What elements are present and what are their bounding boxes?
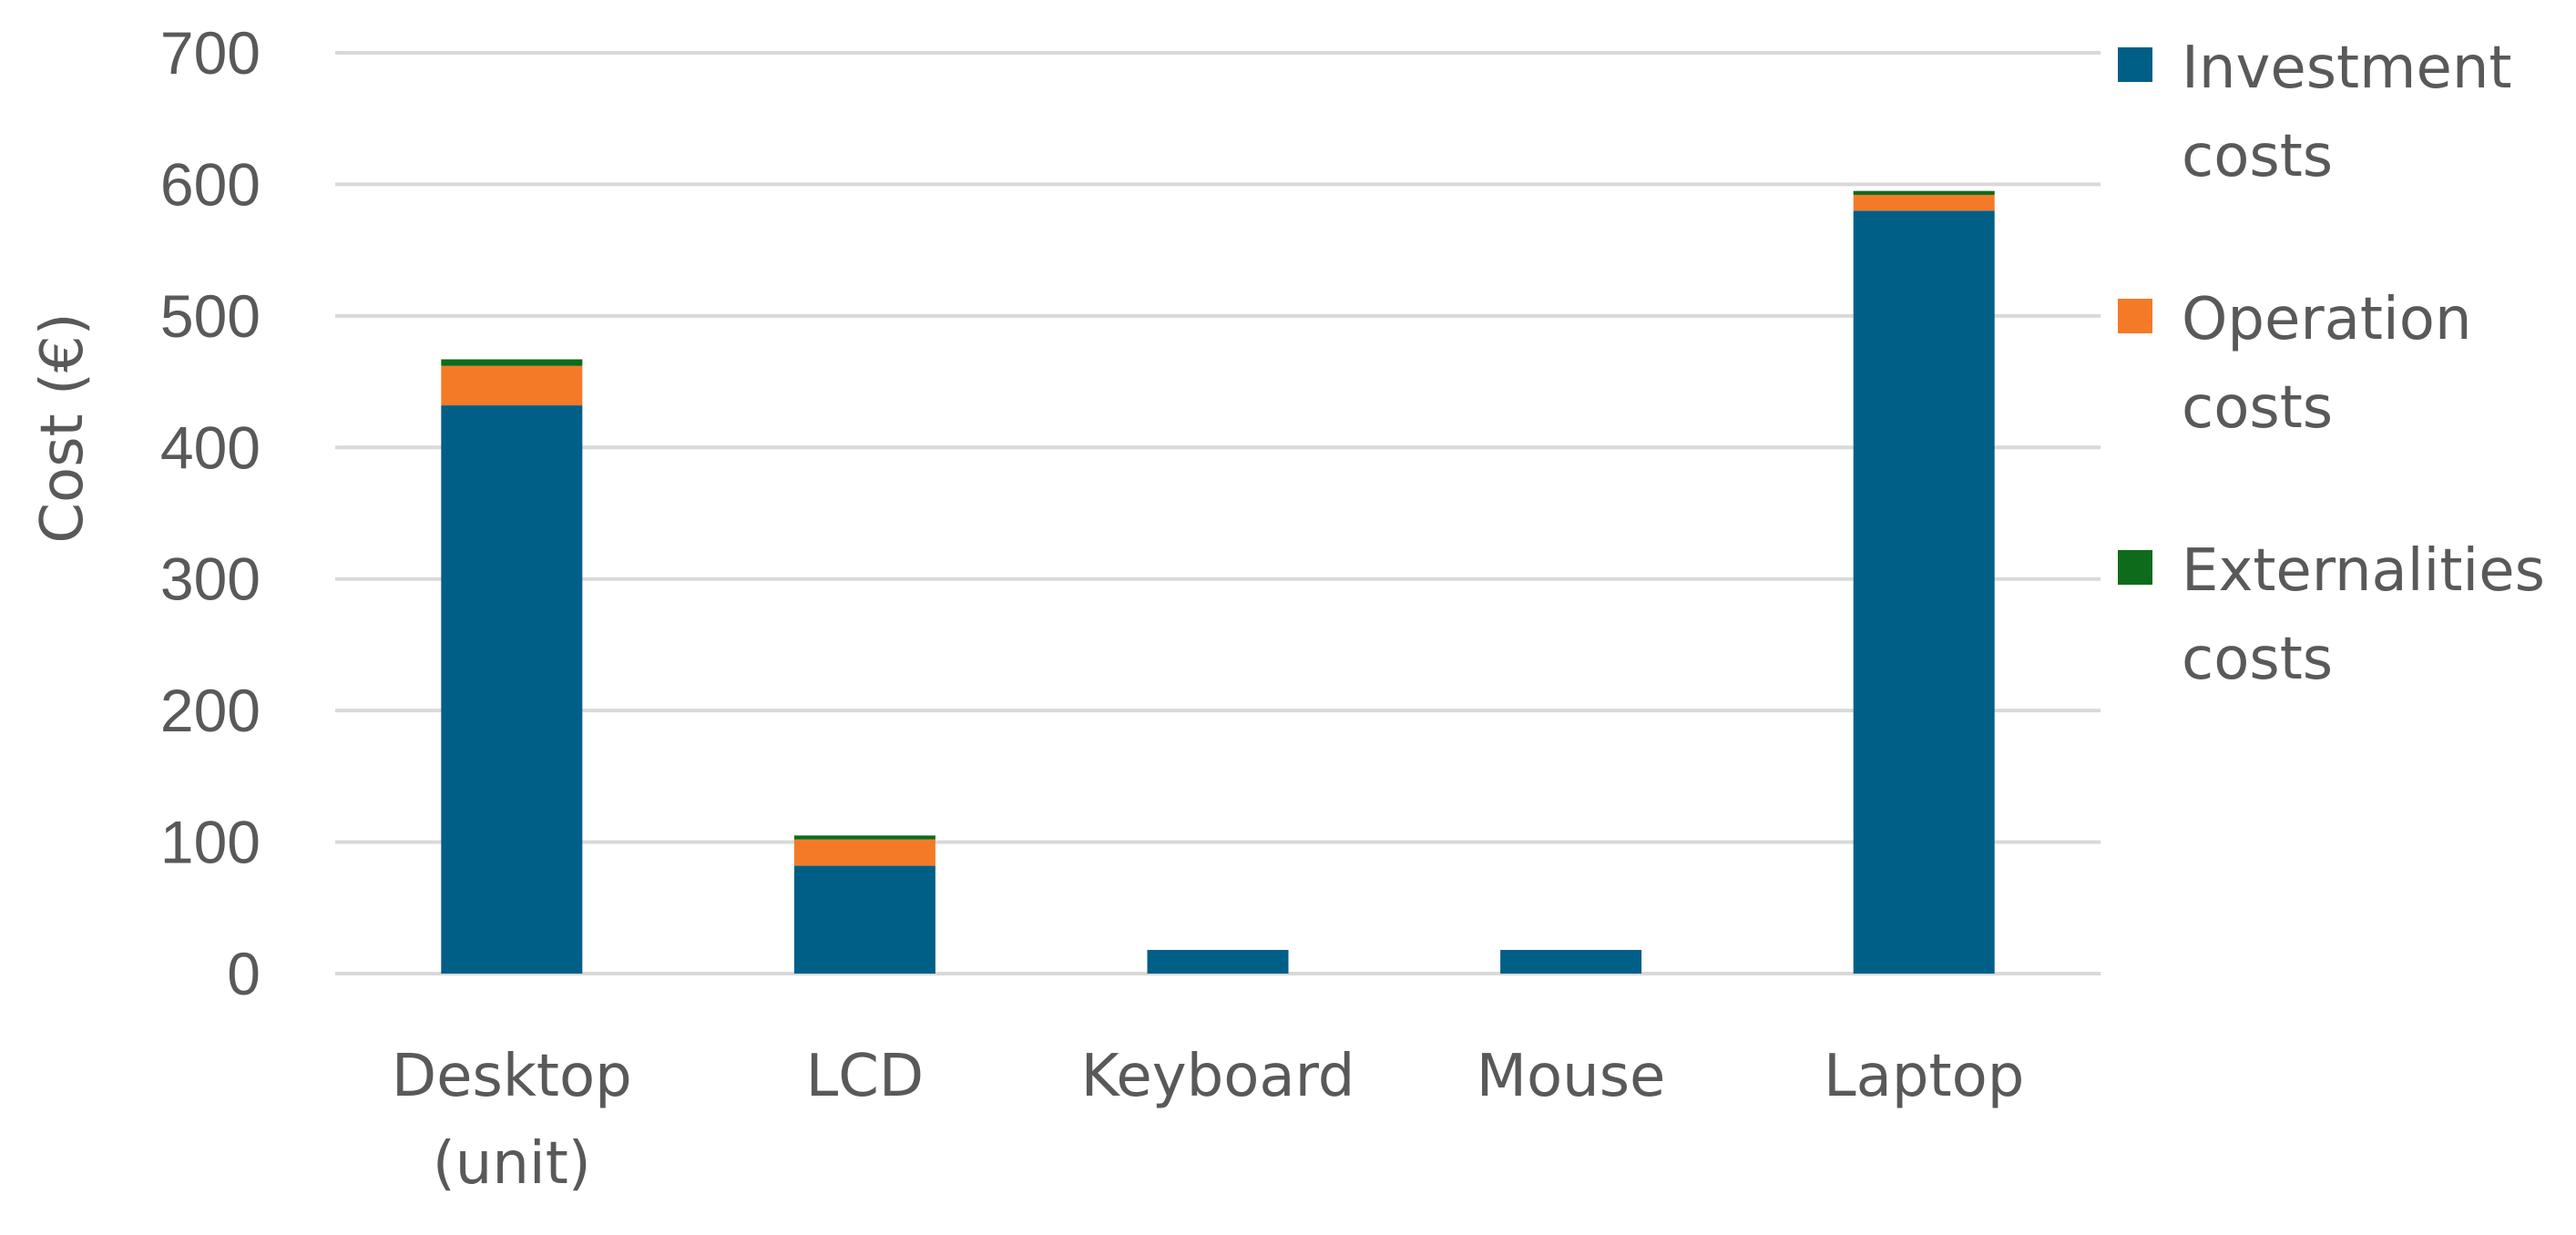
legend-label-1: Operation — [2182, 286, 2472, 353]
legend-swatch-1 — [2118, 299, 2152, 333]
y-tick-label-200: 200 — [160, 677, 261, 744]
bar-laptop-series-1 — [1853, 194, 1995, 211]
y-tick-label-100: 100 — [160, 809, 261, 876]
bar-desktop-unit-series-2 — [441, 359, 583, 366]
bar-laptop-series-2 — [1853, 190, 1995, 195]
legend-label-0: costs — [2182, 123, 2333, 190]
y-tick-label-500: 500 — [160, 282, 261, 350]
category-label: LCD — [806, 1043, 925, 1110]
legend-swatch-0 — [2118, 47, 2152, 82]
category-label: Laptop — [1824, 1043, 2024, 1110]
y-tick-label-0: 0 — [227, 940, 261, 1007]
y-axis-title: Cost (€) — [29, 312, 97, 543]
bar-desktop-unit-series-0 — [441, 405, 583, 974]
legend-label-0: Investment — [2182, 35, 2512, 102]
y-tick-label-700: 700 — [160, 19, 261, 87]
bar-keyboard-series-0 — [1147, 950, 1289, 974]
bar-laptop-series-0 — [1853, 210, 1995, 975]
category-labels: Desktop (unit) LCD Keyboard Mouse Laptop — [392, 1043, 2025, 1198]
y-tick-label-600: 600 — [160, 150, 261, 218]
legend-label-2: Externalities — [2182, 537, 2545, 605]
bars — [441, 190, 1995, 975]
bar-lcd-series-1 — [793, 839, 935, 866]
y-tick-label-300: 300 — [160, 546, 261, 613]
category-label: Mouse — [1477, 1043, 1666, 1110]
bar-mouse-series-0 — [1500, 950, 1642, 974]
y-tick-labels: 0 100 200 300 400 500 600 700 — [160, 19, 261, 1007]
legend-swatch-2 — [2118, 550, 2152, 585]
y-tick-label-400: 400 — [160, 413, 261, 481]
gridlines — [335, 51, 2101, 975]
category-label: (unit) — [433, 1130, 591, 1198]
bar-lcd-series-0 — [793, 865, 935, 974]
category-label: Desktop — [392, 1043, 632, 1110]
legend-label-2: costs — [2182, 626, 2333, 693]
legend-label-1: costs — [2182, 374, 2333, 442]
legend: Investment costs Operation costs Externaliti… — [2118, 35, 2545, 693]
bar-desktop-unit-series-1 — [441, 365, 583, 406]
category-label: Keyboard — [1081, 1043, 1355, 1110]
bar-lcd-series-2 — [793, 835, 935, 840]
